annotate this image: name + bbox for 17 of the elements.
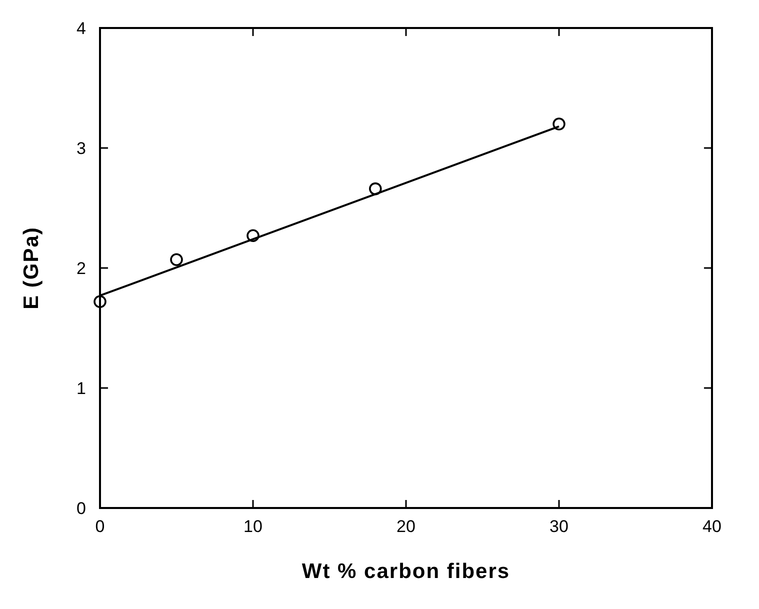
- y-tick-label: 2: [76, 258, 86, 278]
- x-tick-label: 0: [95, 517, 105, 536]
- point: [170, 253, 183, 266]
- point: [246, 229, 260, 242]
- y-axis-title: E (GPa): [20, 226, 43, 310]
- x-axis-title: Wt % carbon fibers: [302, 560, 510, 583]
- x-tick-label: 40: [702, 517, 722, 536]
- y-tick-label: 4: [76, 18, 86, 38]
- x-tick-label: 10: [244, 517, 262, 536]
- y-tick-label: 1: [76, 378, 86, 398]
- y-tick-label: 3: [76, 138, 86, 158]
- x-tick-label: 30: [550, 517, 568, 536]
- point: [94, 295, 106, 308]
- y-tick-label: 0: [76, 498, 86, 518]
- point: [369, 182, 382, 196]
- point: [552, 118, 566, 130]
- x-tick-label: 20: [396, 517, 416, 536]
